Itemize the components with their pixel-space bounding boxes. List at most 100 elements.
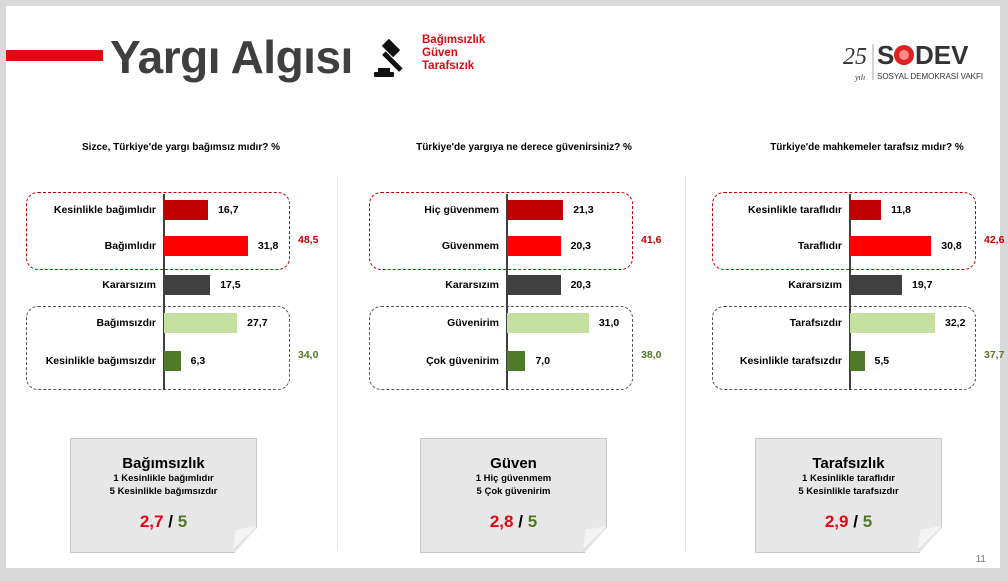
positive-group-box — [712, 306, 976, 390]
card-heading: Güven — [490, 455, 537, 472]
data-label: 16,7 — [218, 204, 239, 216]
card-heading: Tarafsızlık — [812, 455, 885, 472]
bar — [850, 351, 865, 371]
category-label: Kararsızım — [102, 279, 156, 291]
category-label: Kesinlikle bağımsızdır — [45, 355, 156, 367]
chart-axis — [506, 194, 508, 390]
negative-total: 42,6 — [984, 234, 1005, 246]
score-max: 5 — [862, 512, 873, 531]
card-heading: Bağımsızlık — [122, 455, 205, 472]
data-label: 19,7 — [912, 279, 933, 291]
negative-group-box — [369, 192, 633, 270]
category-label: Kararsızım — [788, 279, 842, 291]
subtitle-line: Güven — [422, 47, 458, 59]
card-score: 2,9 / 5 — [756, 512, 941, 532]
svg-text:S: S — [877, 40, 894, 70]
bar — [507, 275, 561, 295]
category-label: Kesinlikle bağımlıdır — [53, 204, 156, 216]
bar — [164, 200, 209, 220]
positive-total: 34,0 — [298, 349, 319, 361]
category-label: Güvenmem — [441, 240, 499, 252]
score-separator: / — [518, 512, 523, 531]
chart-axis — [163, 194, 165, 390]
score-card: Tarafsızlık 1 Kesinlikle taraflıdır 5 Ke… — [755, 438, 942, 553]
card-score: 2,7 / 5 — [71, 512, 256, 532]
positive-total: 38,0 — [641, 349, 662, 361]
data-label: 17,5 — [220, 279, 241, 291]
subtitle-list: Bağımsızlık Güven Tarafsızık — [422, 34, 485, 73]
bar — [850, 275, 902, 295]
data-label: 11,8 — [891, 204, 911, 216]
category-label: Kararsızım — [445, 279, 499, 291]
question-title: Türkiye'de yargıya ne derece güvenirsini… — [416, 142, 632, 153]
chart-axis — [849, 194, 851, 390]
bar — [164, 313, 238, 333]
bar-chart: 42,6 37,7 Kesinlikle taraflıdır 11,8 Taraf… — [692, 182, 1008, 402]
bar — [164, 275, 211, 295]
bar — [507, 351, 526, 371]
title-accent-bar — [6, 50, 103, 61]
negative-total: 48,5 — [298, 234, 319, 246]
column-divider — [685, 176, 686, 551]
svg-text:yılı: yılı — [854, 73, 865, 82]
negative-group-box — [26, 192, 290, 270]
score-max: 5 — [527, 512, 538, 531]
page-number: 11 — [975, 554, 986, 565]
question-title: Sizce, Türkiye'de yargı bağımsız mıdır? … — [82, 142, 280, 153]
subtitle-line: Bağımsızlık — [422, 34, 486, 46]
positive-total: 37,7 — [984, 349, 1005, 361]
score-card: Bağımsızlık 1 Kesinlikle bağımlıdır 5 Ke… — [70, 438, 257, 553]
subtitle-line: Tarafsızık — [422, 60, 475, 72]
score-value: 2,8 — [489, 512, 514, 531]
score-value: 2,9 — [824, 512, 849, 531]
data-label: 20,3 — [570, 279, 592, 291]
category-label: Tarafsızdır — [789, 317, 842, 329]
bar — [507, 200, 564, 220]
data-label: 31,0 — [598, 317, 620, 329]
positive-group-box — [369, 306, 633, 390]
negative-total: 41,6 — [641, 234, 662, 246]
bar-chart: 48,5 34,0 Kesinlikle bağımlıdır 16,7 Bağım… — [6, 182, 336, 402]
data-label: 31,8 — [257, 240, 279, 252]
card-score: 2,8 / 5 — [421, 512, 606, 532]
bar — [850, 200, 882, 220]
score-separator: / — [168, 512, 173, 531]
card-scale-max: 5 Çok güvenirim — [476, 486, 551, 497]
data-label: 20,3 — [570, 240, 592, 252]
data-label: 32,2 — [945, 317, 966, 329]
bar — [164, 351, 181, 371]
category-label: Güvenirim — [447, 317, 499, 329]
gavel-icon — [374, 38, 403, 77]
svg-text:25: 25 — [843, 44, 867, 70]
score-separator: / — [853, 512, 858, 531]
positive-group-box — [26, 306, 290, 390]
bar — [850, 313, 935, 333]
category-label: Hiç güvenmem — [424, 204, 499, 216]
data-label: 7,0 — [535, 355, 551, 367]
question-title: Türkiye'de mahkemeler tarafsız mıdır? % — [770, 142, 964, 153]
sodev-logo: 25 yılı S DEV SOSYAL DEMOKRASİ VAKFI — [843, 40, 983, 82]
page-title: Yargı Algısı — [110, 31, 353, 83]
score-value: 2,7 — [139, 512, 164, 531]
category-label: Taraflıdır — [797, 240, 842, 252]
card-scale-max: 5 Kesinlikle bağımsızdır — [109, 486, 218, 497]
category-label: Bağımsızdır — [96, 317, 156, 329]
score-card: Güven 1 Hiç güvenmem 5 Çok güvenirim 2,8… — [420, 438, 607, 553]
svg-text:DEV: DEV — [915, 40, 969, 70]
category-label: Kesinlikle tarafsızdır — [739, 355, 842, 367]
data-label: 30,8 — [941, 240, 962, 252]
bar-chart: 41,6 38,0 Hiç güvenmem 21,3 Güvenmem 20,3 K… — [349, 182, 679, 402]
data-label: 5,5 — [874, 355, 890, 367]
bar — [507, 313, 589, 333]
negative-group-box — [712, 192, 976, 270]
card-scale-min: 1 Kesinlikle taraflıdır — [802, 473, 895, 484]
bar — [850, 236, 932, 256]
card-scale-max: 5 Kesinlikle tarafsızdır — [798, 486, 899, 497]
data-label: 27,7 — [247, 317, 268, 329]
column-divider — [337, 176, 338, 551]
category-label: Çok güvenirim — [426, 355, 499, 367]
card-scale-min: 1 Hiç güvenmem — [475, 473, 552, 484]
bar — [164, 236, 248, 256]
slide: Yargı Algısı Bağımsızlık Güven Tarafsızı… — [6, 6, 1004, 568]
bar — [507, 236, 561, 256]
